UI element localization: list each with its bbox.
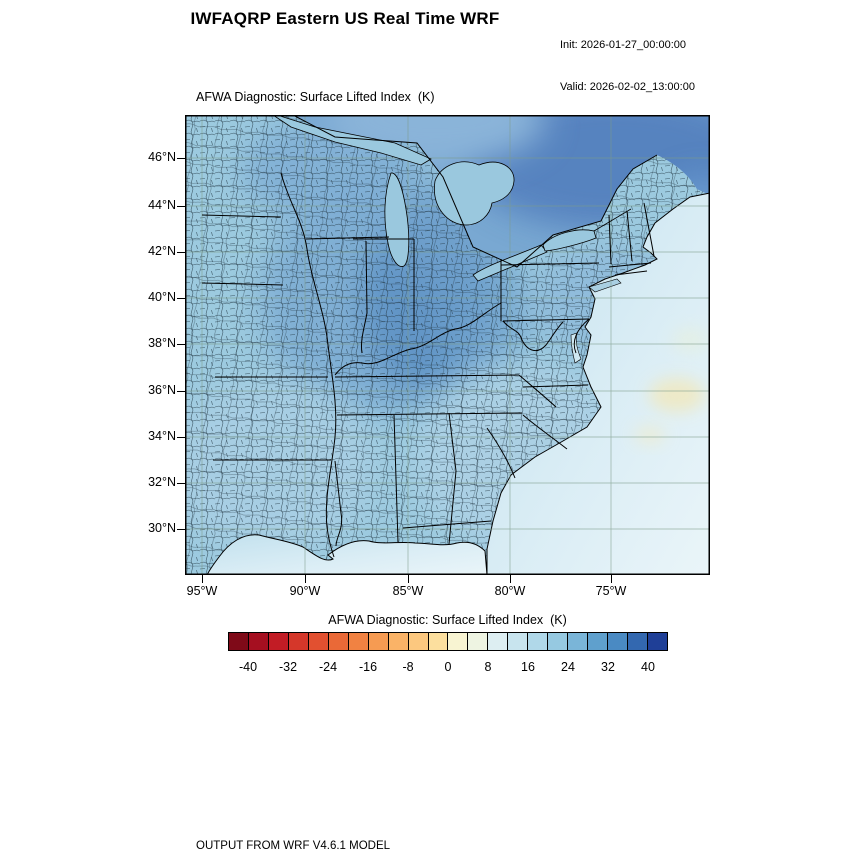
atlantic-ocean (486, 192, 711, 576)
y-axis-tick-label: 30°N (148, 521, 176, 535)
plot-title: AFWA Diagnostic: Surface Lifted Index (K… (196, 90, 435, 104)
gulf-of-mexico (206, 534, 488, 576)
init-time-label: Init: 2026-01-27_00:00:00 (560, 39, 686, 51)
colorbar-cell (328, 633, 349, 650)
footer-model-line: OUTPUT FROM WRF V4.6.1 MODEL (196, 840, 391, 850)
lake-erie (472, 244, 548, 282)
y-axis-tick-label: 38°N (148, 336, 176, 350)
colorbar-cell (488, 633, 509, 650)
y-axis-tick-mark (177, 344, 185, 346)
x-axis-tick-label: 90°W (289, 584, 321, 598)
st-lawrence-river (593, 208, 632, 232)
colorbar-tick-label: 32 (601, 660, 615, 674)
colorbar-tick-label: -8 (402, 660, 414, 674)
colorbar-cell (288, 633, 309, 650)
colorbar-cell (608, 633, 629, 650)
colorbar-cell (588, 633, 609, 650)
colorbar-tick-label: 0 (444, 660, 452, 674)
x-axis-tick-mark (305, 575, 307, 583)
y-axis-tick-mark (177, 529, 185, 531)
lake-huron (434, 161, 515, 226)
colorbar-tick-label: 24 (561, 660, 575, 674)
colorbar-tick-label: -24 (318, 660, 338, 674)
colorbar-cell (248, 633, 269, 650)
chesapeake-bay (570, 332, 582, 364)
y-axis-tick-label: 44°N (148, 198, 176, 212)
y-axis-tick-label: 40°N (148, 290, 176, 304)
colorbar-cell (528, 633, 549, 650)
lake-michigan (384, 172, 410, 267)
y-axis-tick-mark (177, 437, 185, 439)
y-axis-tick-mark (177, 252, 185, 254)
colorbar-cell (648, 633, 667, 650)
colorbar-labels: -40 -32 -24 -16 -8 0 8 16 24 32 40 (228, 660, 668, 676)
footer-info: OUTPUT FROM WRF V4.6.1 MODEL WE = 310 ; … (196, 808, 648, 850)
x-axis-tick-label: 95°W (186, 584, 218, 598)
x-axis-tick-mark (510, 575, 512, 583)
colorbar-tick-label: 8 (484, 660, 492, 674)
colorbar-cell (368, 633, 389, 650)
colorbar-tick-label: 16 (521, 660, 535, 674)
colorbar-tick-label: -32 (278, 660, 298, 674)
x-axis-tick-mark (611, 575, 613, 583)
run-times: Init: 2026-01-27_00:00:00 Valid: 2026-02… (560, 10, 695, 122)
state-borders (201, 172, 655, 558)
map-canvas (165, 114, 711, 576)
x-axis-tick-label: 85°W (392, 584, 424, 598)
colorbar-tick-label: 40 (641, 660, 655, 674)
colorbar-tick-label: -16 (358, 660, 378, 674)
valid-time-label: Valid: 2026-02-02_13:00:00 (560, 81, 695, 93)
colorbar-cell (568, 633, 589, 650)
x-axis-tick-label: 80°W (494, 584, 526, 598)
colorbar-cell (428, 633, 449, 650)
colorbar-cell (628, 633, 649, 650)
colorbar-cell (408, 633, 429, 650)
y-axis-tick-label: 46°N (148, 150, 176, 164)
colorbar-title: AFWA Diagnostic: Surface Lifted Index (K… (328, 613, 567, 627)
colorbar-cell (548, 633, 569, 650)
x-axis-tick-mark (408, 575, 410, 583)
colorbar-tick-label: -40 (238, 660, 258, 674)
lake-ontario (542, 229, 597, 252)
us-canada-border (292, 114, 658, 268)
graticule (185, 115, 710, 575)
y-axis-tick-label: 32°N (148, 475, 176, 489)
colorbar-cell (229, 633, 249, 650)
x-axis-tick-mark (202, 575, 204, 583)
offshore-warm-patches (635, 328, 708, 444)
long-island (588, 278, 622, 293)
y-axis-tick-mark (177, 158, 185, 160)
y-axis-tick-label: 42°N (148, 244, 176, 258)
colorbar-cell (348, 633, 369, 650)
y-axis-tick-label: 36°N (148, 383, 176, 397)
y-axis-tick-mark (177, 298, 185, 300)
colorbar-cell (448, 633, 469, 650)
colorbar-cell (508, 633, 529, 650)
map-frame (185, 115, 710, 575)
page-title: IWFAQRP Eastern US Real Time WRF (190, 9, 500, 28)
y-axis-tick-mark (177, 483, 185, 485)
great-lakes (271, 114, 632, 282)
map-area (165, 114, 711, 576)
y-axis-tick-label: 34°N (148, 429, 176, 443)
colorbar-cell (388, 633, 409, 650)
colorbar-cell (468, 633, 489, 650)
x-axis-tick-label: 75°W (595, 584, 627, 598)
colorbar-cell (268, 633, 289, 650)
lake-superior (271, 114, 432, 166)
y-axis-tick-mark (177, 206, 185, 208)
colorbar (228, 632, 668, 651)
y-axis-tick-mark (177, 391, 185, 393)
colorbar-cell (308, 633, 329, 650)
